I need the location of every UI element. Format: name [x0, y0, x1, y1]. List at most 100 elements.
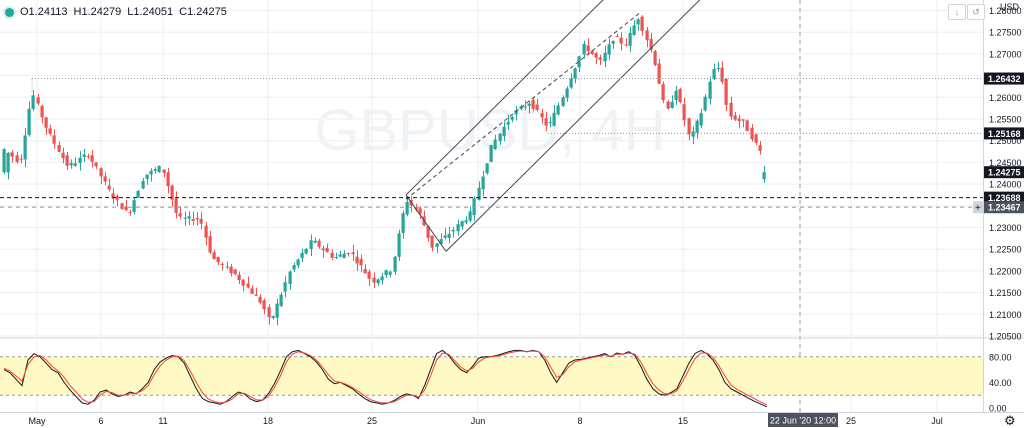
candle: [111, 193, 115, 199]
candle: [233, 269, 237, 275]
time-tick-label: Jul: [931, 416, 943, 426]
price-label-box: [984, 166, 1024, 179]
candle: [745, 120, 749, 132]
time-tick-label: 15: [678, 416, 688, 426]
gear-icon[interactable]: ⚙: [1004, 414, 1016, 428]
candle: [23, 135, 27, 160]
candle: [275, 303, 279, 318]
candle: [115, 195, 119, 200]
candle: [670, 101, 674, 109]
candle: [535, 104, 539, 110]
live-indicator-icon: [5, 7, 14, 17]
candle: [405, 201, 409, 215]
candle: [737, 118, 741, 122]
price-tick-label: 1.27000: [989, 49, 1022, 59]
arrow-down-icon[interactable]: ↓: [948, 4, 966, 20]
candle: [720, 67, 724, 82]
candle: [342, 253, 346, 259]
candle: [561, 97, 565, 106]
candle: [317, 240, 321, 247]
price-tick-label: 1.20500: [989, 332, 1022, 342]
candle: [674, 90, 678, 100]
candle: [288, 271, 292, 285]
candle: [498, 133, 502, 142]
candle: [262, 300, 266, 310]
candle: [27, 108, 31, 136]
candle: [279, 294, 283, 306]
candle: [128, 211, 132, 213]
candle: [481, 176, 485, 190]
price-label-text: 1.26432: [988, 74, 1021, 84]
candle: [430, 235, 434, 248]
price-label-box: [984, 127, 1024, 140]
candle: [556, 105, 560, 115]
candle: [464, 220, 468, 223]
stochastic-d-line: [3, 350, 768, 406]
candle: [682, 104, 686, 121]
candle: [52, 135, 56, 144]
candle: [313, 240, 317, 243]
candle: [15, 155, 19, 162]
candle: [544, 118, 548, 126]
currency-label: USD: [1000, 2, 1020, 12]
candle: [309, 240, 313, 249]
candle: [57, 145, 61, 152]
candle: [472, 198, 476, 216]
candle: [506, 121, 510, 125]
channel-upper-line: [405, 0, 604, 196]
candle: [372, 277, 376, 283]
candle: [388, 271, 392, 275]
candle: [250, 288, 254, 294]
candle: [502, 126, 506, 136]
candle: [657, 63, 661, 84]
candle: [712, 69, 716, 80]
candle: [321, 248, 325, 251]
candle: [699, 113, 703, 126]
candle: [443, 235, 447, 238]
candle: [708, 81, 712, 99]
candle: [258, 296, 262, 303]
candle: [82, 154, 86, 157]
candle: [653, 51, 657, 65]
candle: [447, 233, 451, 238]
candle: [170, 185, 174, 200]
price-label-text: 1.24275: [988, 168, 1021, 178]
candle: [254, 294, 258, 296]
candle: [540, 113, 544, 118]
candle: [241, 279, 245, 286]
candle: [716, 67, 720, 69]
candle: [603, 52, 607, 62]
candle: [733, 115, 737, 120]
candle: [69, 162, 73, 166]
candle: [136, 190, 140, 198]
price-tick-label: 1.24000: [989, 180, 1022, 190]
candle: [607, 44, 611, 55]
candle: [10, 152, 14, 157]
candle: [334, 257, 338, 259]
candle: [565, 88, 569, 98]
candle: [582, 43, 586, 55]
price-tick-label: 1.22500: [989, 245, 1022, 255]
candle: [649, 38, 653, 50]
candle: [695, 120, 699, 133]
price-tick-label: 1.24500: [989, 158, 1022, 168]
candle: [166, 172, 170, 187]
candle: [527, 103, 531, 106]
time-tick-label: May: [28, 416, 46, 426]
candle: [120, 203, 124, 210]
price-label: 1.26432: [984, 72, 1024, 85]
price-label-text: 1.25168: [988, 129, 1021, 139]
price-label: 1.25168: [984, 127, 1024, 140]
candle: [426, 225, 430, 238]
candle: [195, 218, 199, 220]
candle: [687, 118, 691, 135]
candle: [191, 219, 195, 222]
candle: [330, 252, 334, 258]
price-tick-label: 1.28000: [989, 6, 1022, 16]
reset-scale-icon[interactable]: ↺: [967, 4, 985, 20]
candle: [493, 139, 497, 149]
candle: [6, 152, 10, 173]
candle: [78, 157, 82, 164]
stochastic-k-line: [3, 349, 768, 408]
